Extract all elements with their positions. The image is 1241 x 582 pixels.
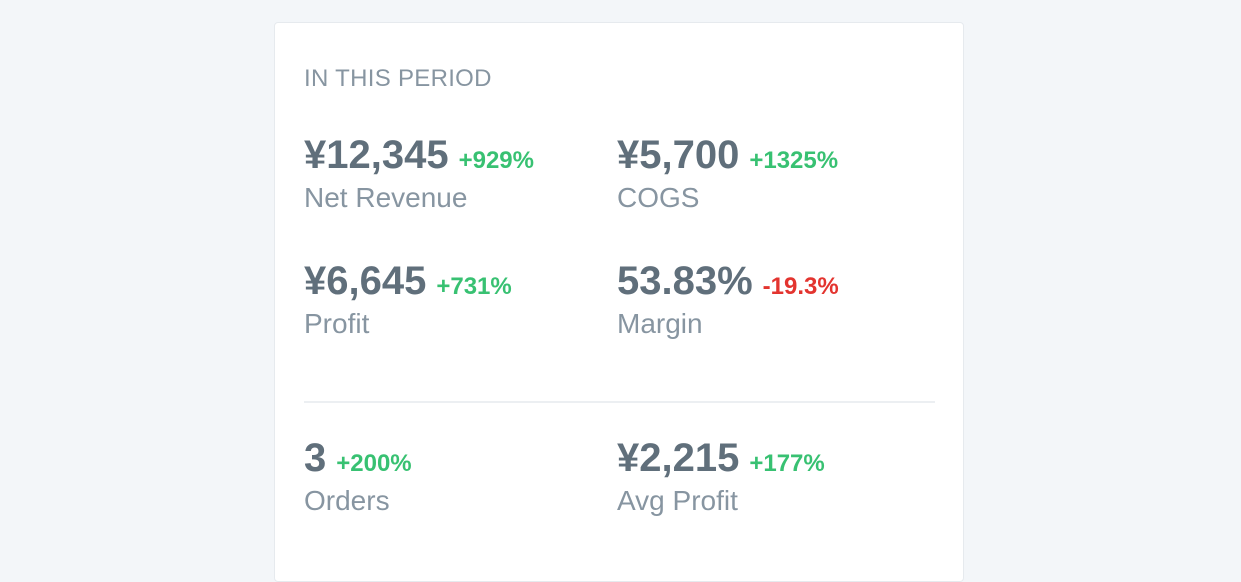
card-header: IN THIS PERIOD	[304, 65, 492, 92]
stat-label: Net Revenue	[304, 182, 468, 213]
divider	[304, 401, 935, 403]
stat-net-revenue: ¥12,345 +929% Net Revenue	[304, 133, 604, 214]
stat-profit: ¥6,645 +731% Profit	[304, 259, 604, 340]
stat-label: Orders	[304, 485, 390, 516]
stat-label: Margin	[617, 308, 703, 339]
stat-avg-profit: ¥2,215 +177% Avg Profit	[617, 436, 917, 517]
stat-change: -19.3%	[762, 273, 839, 300]
stat-cogs: ¥5,700 +1325% COGS	[617, 133, 917, 214]
stat-change: +731%	[436, 273, 512, 300]
stat-label: COGS	[617, 182, 700, 213]
stat-value: 53.83%	[617, 259, 753, 303]
stat-orders: 3 +200% Orders	[304, 436, 604, 517]
stat-change: +200%	[336, 450, 412, 477]
stat-change: +929%	[458, 147, 534, 174]
stat-value: ¥2,215	[617, 436, 740, 480]
stat-value: ¥12,345	[304, 133, 449, 177]
stat-value: 3	[304, 436, 327, 480]
stat-margin: 53.83% -19.3% Margin	[617, 259, 917, 340]
stat-change: +1325%	[749, 147, 839, 174]
stat-value: ¥6,645	[304, 259, 427, 303]
stat-value: ¥5,700	[617, 133, 740, 177]
period-stats-card: IN THIS PERIOD ¥12,345 +929% Net Revenue …	[274, 22, 964, 582]
stat-label: Avg Profit	[617, 485, 738, 516]
stat-change: +177%	[749, 450, 825, 477]
stat-label: Profit	[304, 308, 370, 339]
